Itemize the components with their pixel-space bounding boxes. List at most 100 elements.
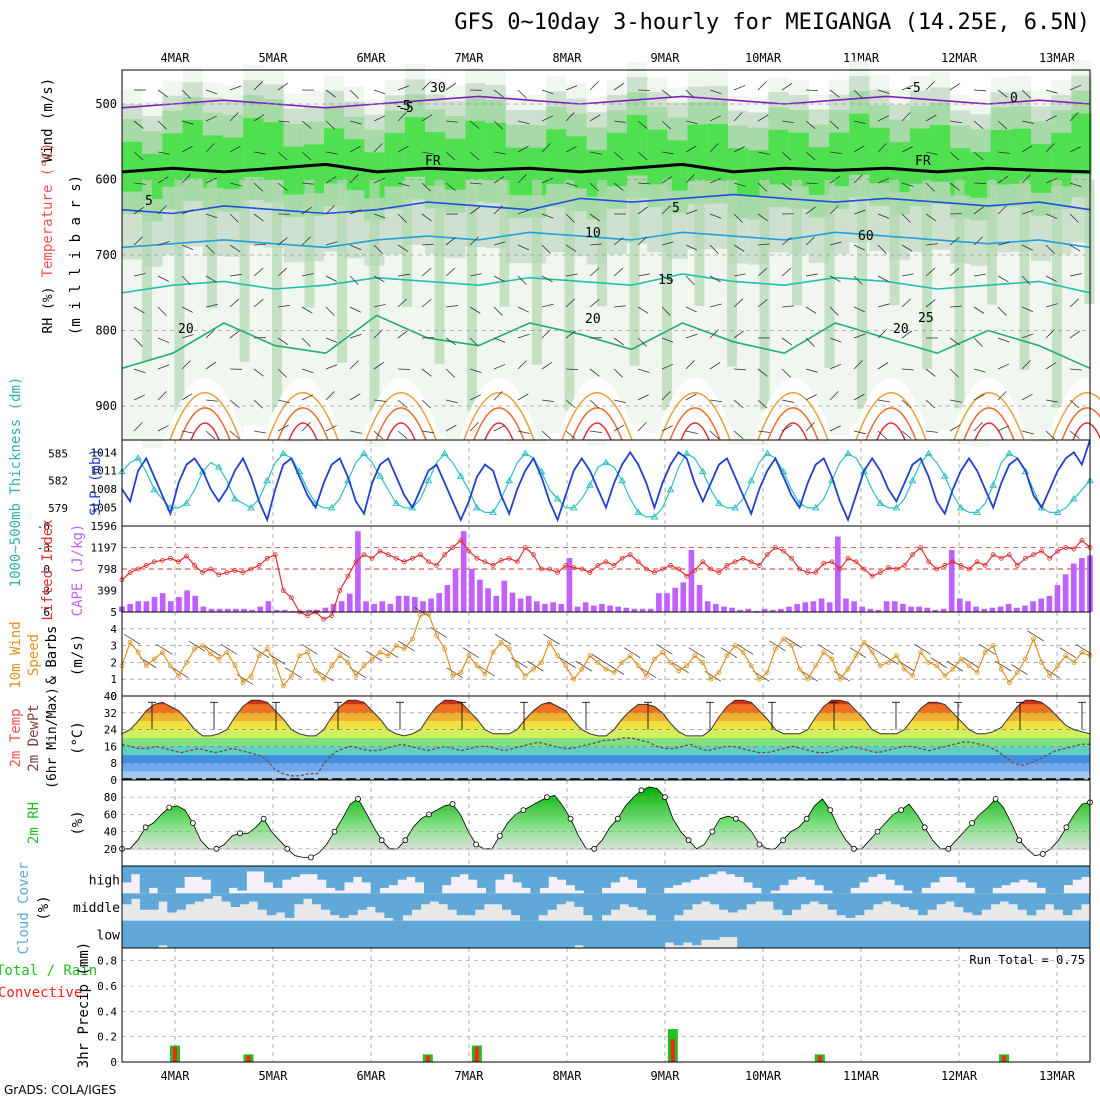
wind-barb — [133, 236, 143, 246]
wind-tick-label: 4 — [110, 623, 117, 636]
wind-barb — [157, 275, 169, 282]
wind-barb — [1045, 115, 1057, 122]
contour-label: 5 — [145, 194, 153, 209]
wind-barb — [541, 430, 552, 440]
wind-barb — [901, 430, 912, 439]
wind-barb — [973, 206, 984, 215]
wind-barb — [865, 643, 883, 655]
rh-shade — [223, 137, 244, 190]
contour-label: FR — [915, 154, 931, 169]
date-label-top: 6MAR — [357, 51, 387, 65]
wind-barb — [1021, 393, 1033, 401]
temp-contour--5 — [121, 95, 1091, 109]
wind-barb — [733, 399, 744, 409]
dry-region — [263, 377, 343, 440]
wind-barb — [325, 120, 336, 130]
wind-barb — [445, 267, 456, 277]
wind-barb — [445, 120, 458, 123]
lifted-index-point — [555, 570, 560, 575]
dewpt-line — [121, 737, 1090, 777]
date-label-top: 4MAR — [161, 51, 191, 65]
cloud-cell — [157, 866, 167, 894]
rh-plume — [499, 179, 510, 307]
cloud-cell — [503, 866, 514, 875]
cape-bar — [298, 610, 304, 612]
cloud-cell — [1045, 866, 1055, 894]
cloud-cell — [796, 866, 807, 877]
lifted-index-point — [595, 563, 601, 568]
cloud-cell — [447, 920, 458, 948]
wind-speed-point — [740, 649, 746, 655]
date-label-top: 13MAR — [1039, 51, 1076, 65]
wind-barb — [733, 182, 746, 187]
wind-barb — [205, 399, 218, 402]
wind-barb — [805, 182, 819, 185]
lifted-index-point — [539, 566, 544, 572]
cloud-cell — [212, 893, 223, 897]
cloud-cell — [1008, 920, 1019, 948]
cape-bar — [590, 605, 597, 612]
wind-barb — [757, 81, 767, 91]
wind-barb — [253, 213, 264, 222]
lifted-index-point — [305, 613, 310, 618]
wind-barb — [421, 399, 432, 409]
wind-barb — [469, 394, 481, 401]
cloud-cell — [203, 893, 213, 899]
wind-barb — [733, 368, 746, 371]
cloud-cell — [483, 920, 494, 948]
wind-barb — [685, 244, 698, 251]
contour-label: 20 — [585, 312, 601, 327]
cloud-cell — [415, 866, 425, 883]
wind-barb — [493, 89, 504, 98]
wind-barb — [349, 120, 362, 125]
lifted-index-point — [603, 559, 609, 565]
rh-point — [402, 837, 409, 844]
wind-barb — [181, 146, 193, 153]
cloud-cell — [827, 920, 838, 948]
wind-barb — [829, 89, 840, 98]
rh-plume — [337, 179, 347, 363]
cloud-cell — [529, 893, 539, 921]
wind-speed-point — [305, 649, 310, 655]
lifted-index-point — [821, 560, 827, 566]
wind-barb — [623, 647, 641, 659]
cloud-cell — [185, 893, 195, 905]
cloud-cell — [1027, 866, 1038, 883]
wind-barb — [781, 305, 794, 308]
rh-point — [260, 815, 267, 822]
wind-barb — [613, 337, 625, 346]
rh-axis-label: RH (%) — [41, 287, 56, 334]
cloud-cell — [474, 893, 485, 910]
temp-tick-label: 40 — [104, 690, 117, 703]
cloud-cell — [230, 893, 241, 907]
wind-barb — [709, 177, 722, 184]
wind-barb — [373, 329, 383, 339]
cloud-cell — [672, 866, 682, 886]
cape-bar — [143, 601, 150, 612]
cloud-cell — [770, 866, 780, 891]
lifted-index-point — [224, 570, 230, 575]
wind-barb — [973, 422, 983, 432]
wind-barb — [688, 647, 705, 659]
wind-speed-point — [490, 649, 496, 655]
wind-barb — [565, 213, 575, 223]
cape-bar — [192, 595, 199, 612]
rh-shade — [1071, 113, 1092, 175]
cloud-cell — [645, 866, 656, 894]
thickness-point — [231, 494, 239, 502]
cloud-cell — [384, 893, 394, 918]
wind-barb — [637, 394, 649, 401]
wind-barb — [325, 89, 336, 98]
wind-barb — [733, 330, 744, 339]
rh-shade — [425, 132, 446, 186]
wind-speed-point — [756, 676, 762, 682]
wind-barb — [123, 633, 141, 645]
wind-barb — [205, 213, 218, 219]
contour-label: 25 — [918, 311, 934, 326]
wind-barb — [157, 151, 170, 155]
cape-bar — [395, 595, 402, 612]
cloud-cell — [646, 893, 657, 916]
lifted-index-point — [272, 552, 278, 558]
wind-speed-point — [127, 639, 133, 645]
thickness-point — [682, 449, 691, 457]
